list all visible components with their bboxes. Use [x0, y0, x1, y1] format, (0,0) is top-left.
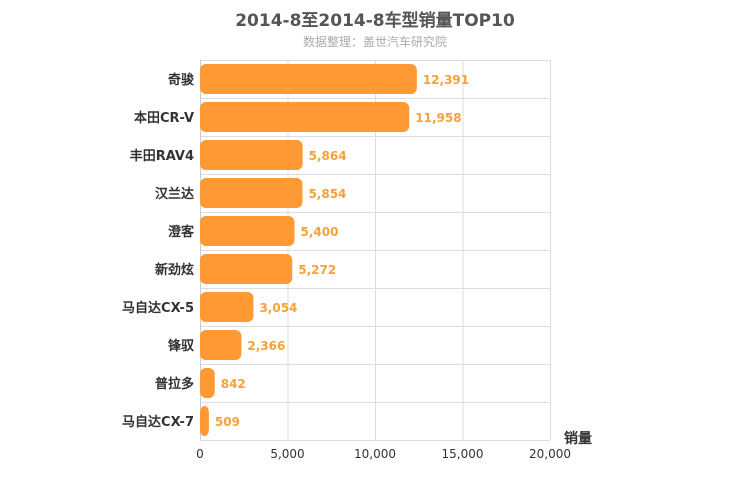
- category-label: 马自达CX-5: [122, 300, 194, 316]
- bar: [200, 368, 215, 398]
- data-label: 3,054: [259, 301, 297, 315]
- category-label: 新劲炫: [155, 262, 194, 278]
- category-label: 马自达CX-7: [122, 414, 194, 430]
- chart-subtitle: 数据整理：盖世汽车研究院: [302, 35, 447, 49]
- data-label: 12,391: [423, 73, 469, 87]
- data-label: 2,366: [247, 339, 285, 353]
- data-label: 5,400: [301, 225, 339, 239]
- bar: [200, 216, 295, 246]
- bar: [200, 254, 293, 284]
- chart-title: 2014-8至2014-8车型销量TOP10: [235, 11, 515, 31]
- category-label: 奇骏: [168, 72, 195, 88]
- x-tick-label: 0: [196, 447, 204, 461]
- bar: [200, 406, 209, 436]
- data-label: 509: [215, 415, 240, 429]
- category-label: 锋驭: [168, 338, 195, 354]
- data-label: 5,272: [298, 263, 336, 277]
- x-tick-label: 20,000: [529, 447, 571, 461]
- bar: [200, 64, 417, 94]
- category-label: 汉兰达: [155, 186, 194, 202]
- category-label: 本田CR-V: [134, 110, 194, 126]
- data-label: 5,854: [308, 187, 346, 201]
- data-label: 11,958: [415, 111, 461, 125]
- x-tick-label: 10,000: [354, 447, 396, 461]
- data-label: 5,864: [309, 149, 347, 163]
- x-tick-label: 15,000: [442, 447, 484, 461]
- x-tick-label: 5,000: [270, 447, 304, 461]
- data-label: 842: [221, 377, 246, 391]
- x-axis-title: 销量: [564, 430, 592, 447]
- bar: [200, 140, 303, 170]
- bar: [200, 330, 242, 360]
- bar: [200, 102, 410, 132]
- bar: [200, 178, 303, 208]
- category-label: 普拉多: [155, 376, 194, 392]
- category-label: 澄客: [168, 224, 195, 240]
- category-label: 丰田RAV4: [130, 148, 194, 164]
- bar: [200, 292, 254, 322]
